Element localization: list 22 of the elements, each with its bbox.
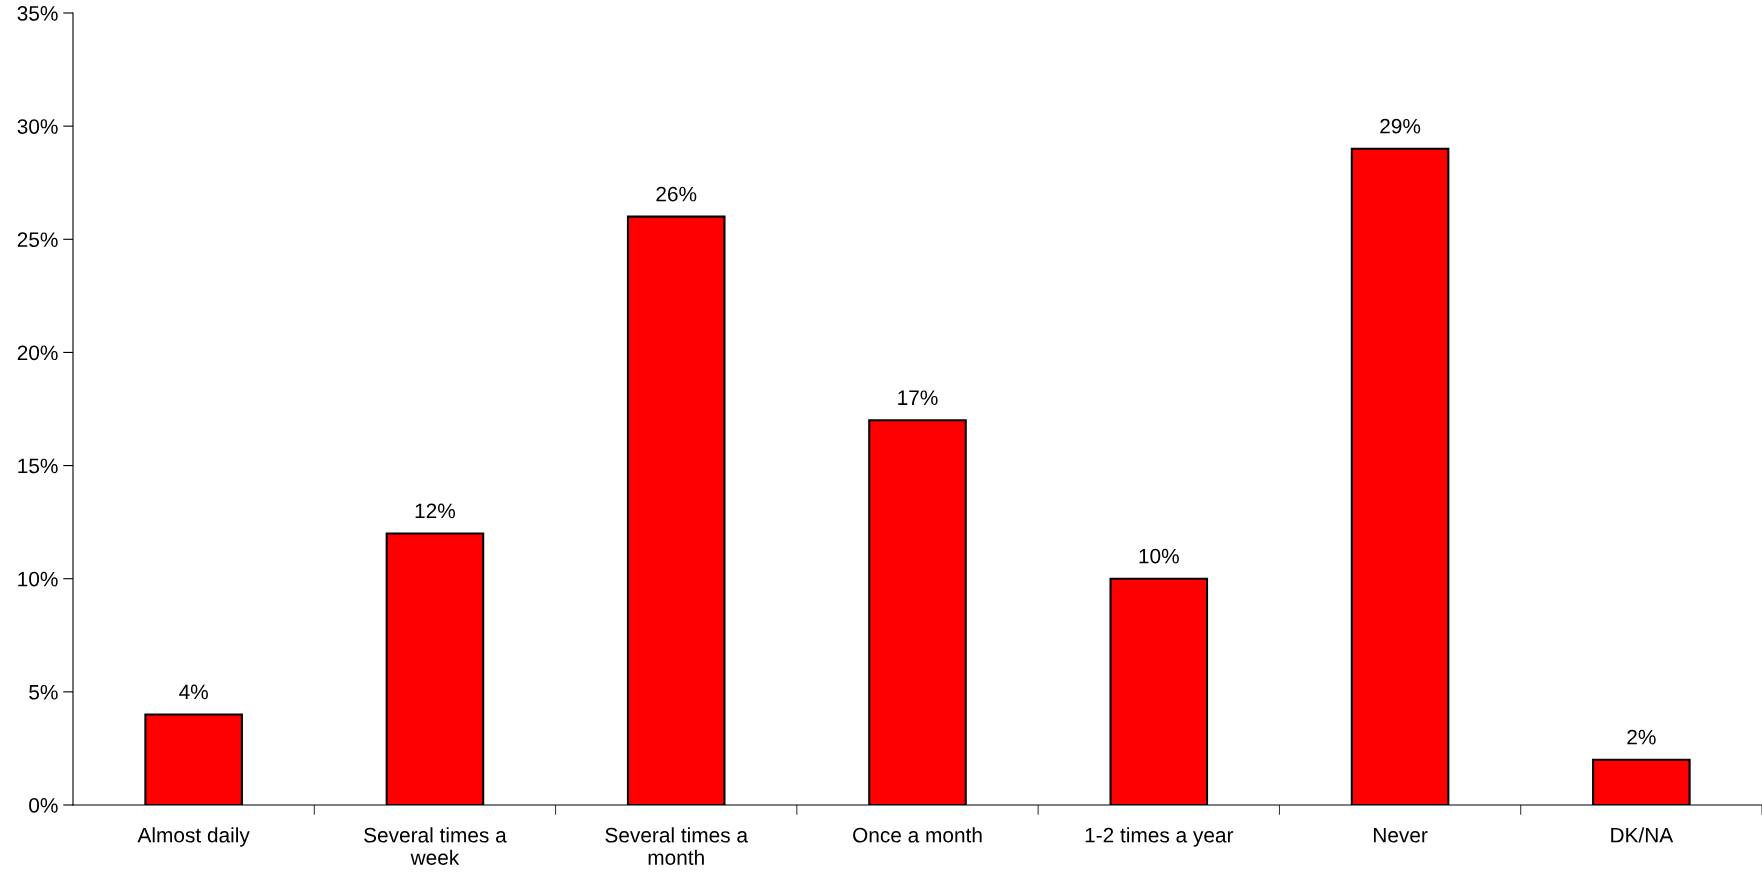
y-tick-label: 20% bbox=[17, 345, 58, 361]
x-tick-label: DK/NA bbox=[1611, 827, 1674, 843]
data-label: 4% bbox=[179, 684, 208, 700]
x-tick-label: Almost daily bbox=[137, 827, 250, 847]
x-tick-label: 1-2 times a year bbox=[1085, 827, 1234, 847]
y-tick-label: 0% bbox=[29, 798, 58, 813]
data-label: 17% bbox=[898, 390, 938, 405]
x-tick-label: Several times a week bbox=[364, 827, 507, 865]
y-tick-label: 25% bbox=[17, 232, 58, 248]
x-tick-label: Never bbox=[1374, 827, 1428, 843]
y-tick-label: 35% bbox=[17, 6, 58, 21]
data-label: 2% bbox=[1627, 729, 1656, 745]
y-tick-label: 10% bbox=[18, 571, 58, 587]
y-tick-label: 30% bbox=[17, 119, 58, 134]
data-label: 29% bbox=[1380, 118, 1421, 134]
y-tick-label: 15% bbox=[18, 458, 58, 474]
data-label: 26% bbox=[656, 186, 697, 202]
y-tick-label: 5% bbox=[29, 684, 58, 700]
data-label: 10% bbox=[1139, 548, 1179, 564]
x-tick-label: Several times a month bbox=[605, 827, 748, 865]
x-tick-label: Once a month bbox=[853, 827, 982, 843]
data-label: 12% bbox=[415, 503, 456, 519]
